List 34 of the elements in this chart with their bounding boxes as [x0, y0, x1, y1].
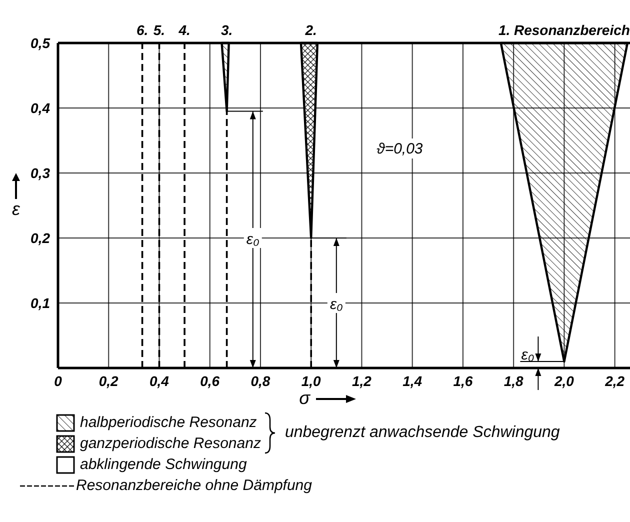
- x-axis-title: σ: [299, 388, 310, 409]
- annotation: ε₀: [246, 231, 260, 248]
- x-tick-label: 0,4: [150, 372, 170, 389]
- x-tick-label: 2,0: [553, 372, 574, 389]
- annotation: ε₀: [330, 296, 343, 313]
- annotation: 1. Resonanzbereich: [498, 22, 630, 38]
- annotation: 6.: [136, 22, 148, 38]
- y-tick-label: 0,3: [30, 164, 50, 181]
- y-tick-label: 0,4: [30, 100, 50, 116]
- x-tick-label: 1,4: [402, 372, 422, 389]
- text: unbegrenzt anwachsende Schwingung: [284, 424, 560, 442]
- y-tick-label: 0,2: [30, 230, 50, 246]
- x-tick-label: 0,6: [200, 372, 220, 389]
- annotation: 4.: [178, 22, 190, 38]
- legend-label: halbperiodische Resonanz: [80, 414, 257, 431]
- text: abklingende Schwingung: [80, 456, 247, 473]
- y-tick-label: 0,1: [30, 294, 50, 311]
- y-tick-label: 0,5: [30, 34, 50, 51]
- annotation: 3.: [220, 22, 233, 38]
- annotation: ε₀: [521, 346, 534, 364]
- legend-label: Resonanzbereiche ohne Dämpfung: [76, 477, 312, 494]
- annotation: 5.: [153, 22, 166, 38]
- x-tick-label: 0,8: [250, 372, 270, 389]
- x-tick-label: 0,2: [98, 372, 119, 389]
- x-tick-label: 1,8: [504, 372, 524, 389]
- y-axis-title: ε: [12, 199, 20, 220]
- x-tick-label: 0: [54, 372, 62, 389]
- x-tick-label: 1,0: [301, 372, 322, 389]
- legend-label: ganzperiodische Resonanz: [80, 435, 261, 452]
- x-tick-label: 2,2: [604, 372, 625, 389]
- x-tick-label: 1,2: [352, 372, 372, 389]
- x-tick-label: 1,6: [453, 372, 473, 389]
- annotation: ϑ=0,03: [376, 140, 424, 158]
- annotation: 2.: [304, 22, 317, 38]
